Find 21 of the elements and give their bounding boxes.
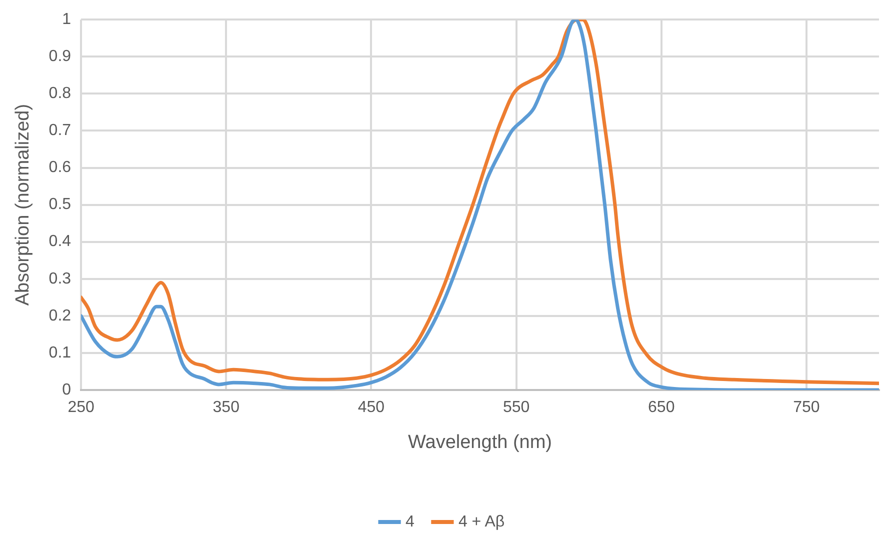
x-tick-label: 350 (212, 399, 240, 416)
x-axis-title: Wavelength (nm) (408, 432, 552, 453)
y-tick-label: 0.9 (48, 48, 72, 66)
x-tick-label: 750 (793, 399, 820, 416)
y-tick-label: 1 (62, 11, 72, 28)
y-tick-label: 0.8 (48, 85, 72, 102)
y-tick-label: 0.6 (48, 159, 72, 176)
y-tick-label: 0.3 (48, 270, 72, 288)
legend-label: 4 + Aβ (458, 513, 505, 530)
x-tick-label: 250 (68, 399, 94, 416)
y-tick-label: 0.1 (48, 344, 72, 362)
y-tick-label: 0.4 (48, 233, 72, 250)
y-tick-label: 0 (62, 381, 72, 398)
y-tick-label: 0.2 (48, 307, 72, 324)
x-tick-label: 650 (648, 399, 675, 416)
y-tick-label: 0.7 (48, 122, 72, 140)
x-tick-label: 450 (358, 399, 385, 416)
y-axis-title: Absorption (normalized) (12, 104, 34, 306)
y-tick-label: 0.5 (48, 196, 72, 214)
x-tick-label: 550 (502, 399, 530, 416)
legend-label: 4 (406, 513, 415, 530)
